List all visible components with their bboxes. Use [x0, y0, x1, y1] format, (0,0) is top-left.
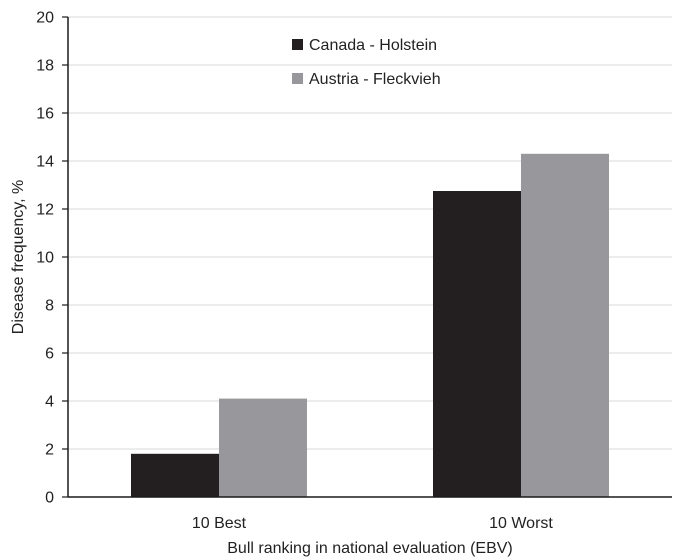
bar-1-1 [131, 453, 219, 497]
gridlines [68, 16, 672, 450]
x-tick-label-1: 10 Best [192, 515, 247, 532]
y-tick-label-2: 2 [45, 442, 54, 459]
y-tick-label-4: 4 [45, 394, 54, 411]
bar-2-2 [521, 153, 609, 498]
legend-swatch-1 [292, 39, 303, 50]
bar-1-2 [433, 191, 521, 497]
bar-2-1 [219, 398, 307, 497]
x-axis-title: Bull ranking in national evaluation (EBV… [227, 540, 513, 557]
x-tick-label-2: 10 Worst [489, 515, 553, 532]
y-tick-label-14: 14 [36, 154, 54, 171]
axes: 0 2 4 6 8 10 12 14 16 18 20 10 Best 10 Worst [36, 10, 672, 532]
y-tick-label-10: 10 [36, 250, 54, 267]
y-tick-label-0: 0 [45, 490, 54, 507]
legend-label-1: Canada - Holstein [309, 37, 437, 54]
y-axis-title: Disease frequency, % [10, 180, 27, 334]
y-tick-label-20: 20 [36, 10, 54, 27]
legend: Canada - Holstein Austria - Fleckvieh [292, 37, 441, 88]
y-tick-label-8: 8 [45, 298, 54, 315]
y-tick-label-18: 18 [36, 58, 54, 75]
y-tick-label-16: 16 [36, 106, 54, 123]
legend-label-2: Austria - Fleckvieh [309, 71, 441, 88]
legend-swatch-2 [292, 73, 303, 84]
y-tick-label-6: 6 [45, 346, 54, 363]
y-tick-label-12: 12 [36, 202, 54, 219]
bars [131, 153, 609, 498]
